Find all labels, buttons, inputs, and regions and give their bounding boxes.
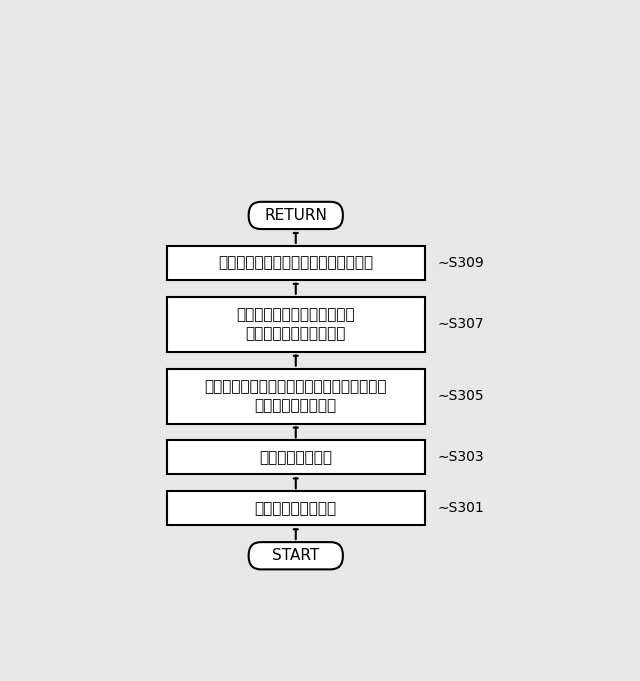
- Text: ∼S309: ∼S309: [437, 256, 484, 270]
- Text: 予測検査値をクライアント装置に出力: 予測検査値をクライアント装置に出力: [218, 255, 373, 270]
- FancyBboxPatch shape: [248, 542, 343, 569]
- Text: START: START: [272, 548, 319, 563]
- Text: ∼S305: ∼S305: [437, 389, 484, 403]
- Text: ∼S301: ∼S301: [437, 501, 484, 516]
- FancyBboxPatch shape: [248, 202, 343, 229]
- Text: 改善目標値を逆予測モデルに入力することで
改善検査値を逆予測: 改善目標値を逆予測モデルに入力することで 改善検査値を逆予測: [205, 379, 387, 413]
- Text: 改善逆予測を処理履歴として
課金管理テーブルに登録: 改善逆予測を処理履歴として 課金管理テーブルに登録: [236, 307, 355, 342]
- Text: 現在の検査値を取得: 現在の検査値を取得: [255, 501, 337, 516]
- FancyBboxPatch shape: [167, 441, 425, 475]
- FancyBboxPatch shape: [167, 246, 425, 280]
- FancyBboxPatch shape: [167, 368, 425, 424]
- Text: ∼S303: ∼S303: [437, 450, 484, 464]
- Text: RETURN: RETURN: [264, 208, 327, 223]
- Text: 改善目標値を指定: 改善目標値を指定: [259, 450, 332, 465]
- FancyBboxPatch shape: [167, 491, 425, 525]
- Text: ∼S307: ∼S307: [437, 317, 484, 331]
- FancyBboxPatch shape: [167, 297, 425, 352]
